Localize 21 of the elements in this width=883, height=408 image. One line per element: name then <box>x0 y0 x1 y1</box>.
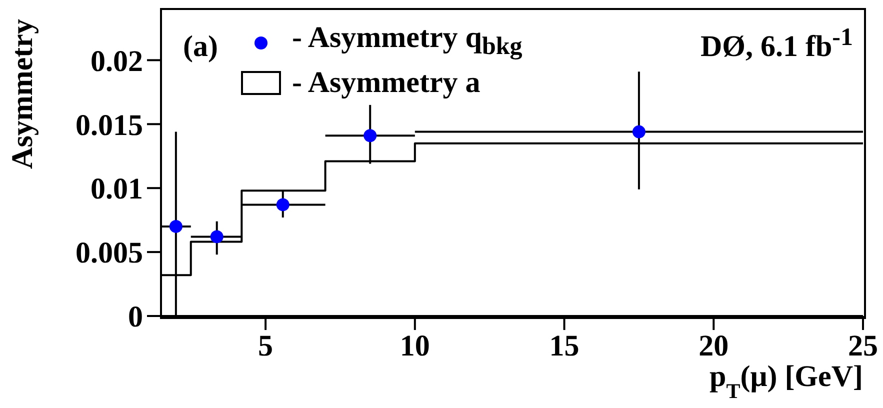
point <box>632 125 646 138</box>
x-axis-title: p$_{T}$(μ) [GeV] <box>710 360 863 403</box>
y-tick-label: 0.02 <box>90 44 143 78</box>
y-axis-title: Asymmetry <box>6 19 39 169</box>
point <box>210 230 224 244</box>
y-tick-label: 0 <box>128 300 143 334</box>
x-tick-label: 25 <box>848 329 878 362</box>
x-tick-label: 15 <box>549 329 580 362</box>
annotation: DØ, 6.1 fb$^{-1}$ <box>700 24 853 64</box>
point <box>364 129 377 142</box>
y-tick-label: 0.01 <box>90 172 143 206</box>
x-tick-label: 10 <box>400 329 430 362</box>
x-tick-label: 5 <box>258 329 274 362</box>
annotation: (a) <box>183 30 218 64</box>
y-tick-label: 0.015 <box>76 108 143 142</box>
y-tick-label: 0.005 <box>76 236 143 270</box>
legend-label: - Asymmetry q$_{bkg}$ <box>292 20 522 62</box>
point <box>276 198 290 212</box>
point <box>169 220 182 233</box>
legend-label: - Asymmetry a <box>292 65 480 101</box>
x-tick-label: 20 <box>698 329 729 362</box>
